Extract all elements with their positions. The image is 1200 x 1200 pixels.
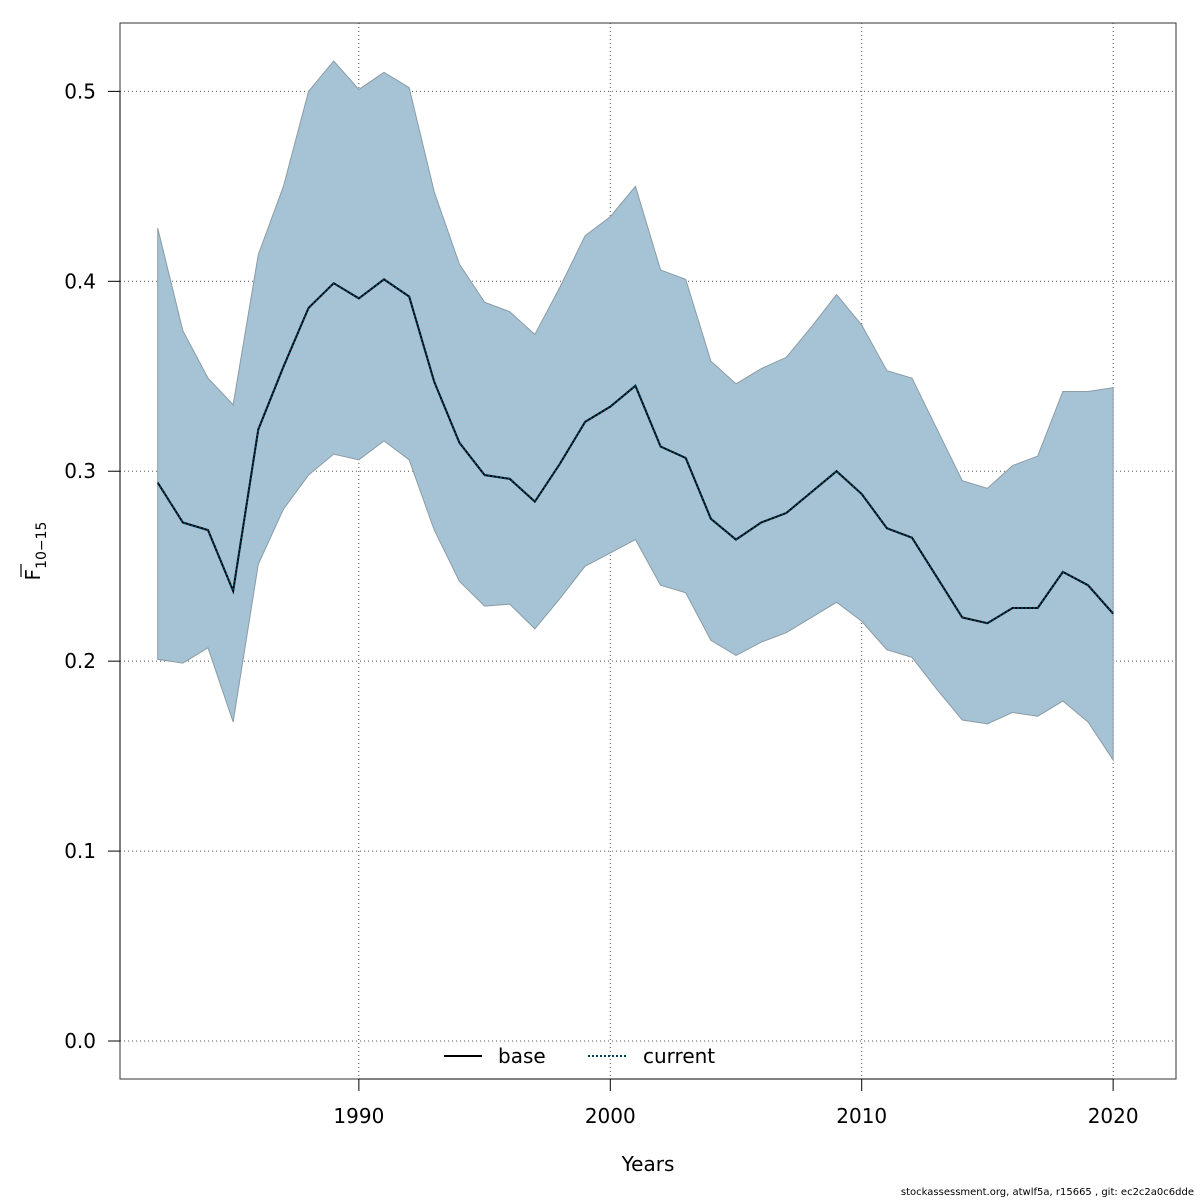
y-tick-label-4: 0.4	[64, 269, 96, 293]
series-line-current	[156, 278, 1114, 625]
y-axis-title-subscript: 10−15	[34, 522, 50, 569]
y-axis: 0.0 0.1 0.2 0.3 0.4 0.5	[64, 79, 121, 1053]
x-tick-label-0: 1990	[333, 1104, 384, 1128]
y-axis-title-main: F	[21, 569, 45, 581]
legend-label-current: current	[643, 1044, 715, 1068]
y-axis-title: F10−15	[20, 522, 50, 581]
x-axis-title: Years	[621, 1152, 675, 1176]
footer-credit: stockassessment.org, atwlf5a, r15665 , g…	[900, 1187, 1194, 1198]
legend: base current	[444, 1044, 715, 1068]
x-tick-label-2: 2010	[836, 1104, 887, 1128]
y-tick-label-5: 0.5	[64, 79, 96, 103]
series-layer	[156, 278, 1114, 625]
x-tick-label-3: 2020	[1088, 1104, 1139, 1128]
y-tick-label-3: 0.3	[64, 459, 96, 483]
y-tick-label-1: 0.1	[64, 839, 96, 863]
x-tick-label-1: 2000	[585, 1104, 636, 1128]
confidence-band	[157, 60, 1114, 762]
y-tick-label-0: 0.0	[64, 1029, 96, 1053]
x-axis: 1990 2000 2010 2020	[333, 1078, 1139, 1128]
svg-text:F10−15: F10−15	[21, 522, 50, 581]
y-tick-label-2: 0.2	[64, 649, 96, 673]
legend-label-base: base	[498, 1044, 546, 1068]
